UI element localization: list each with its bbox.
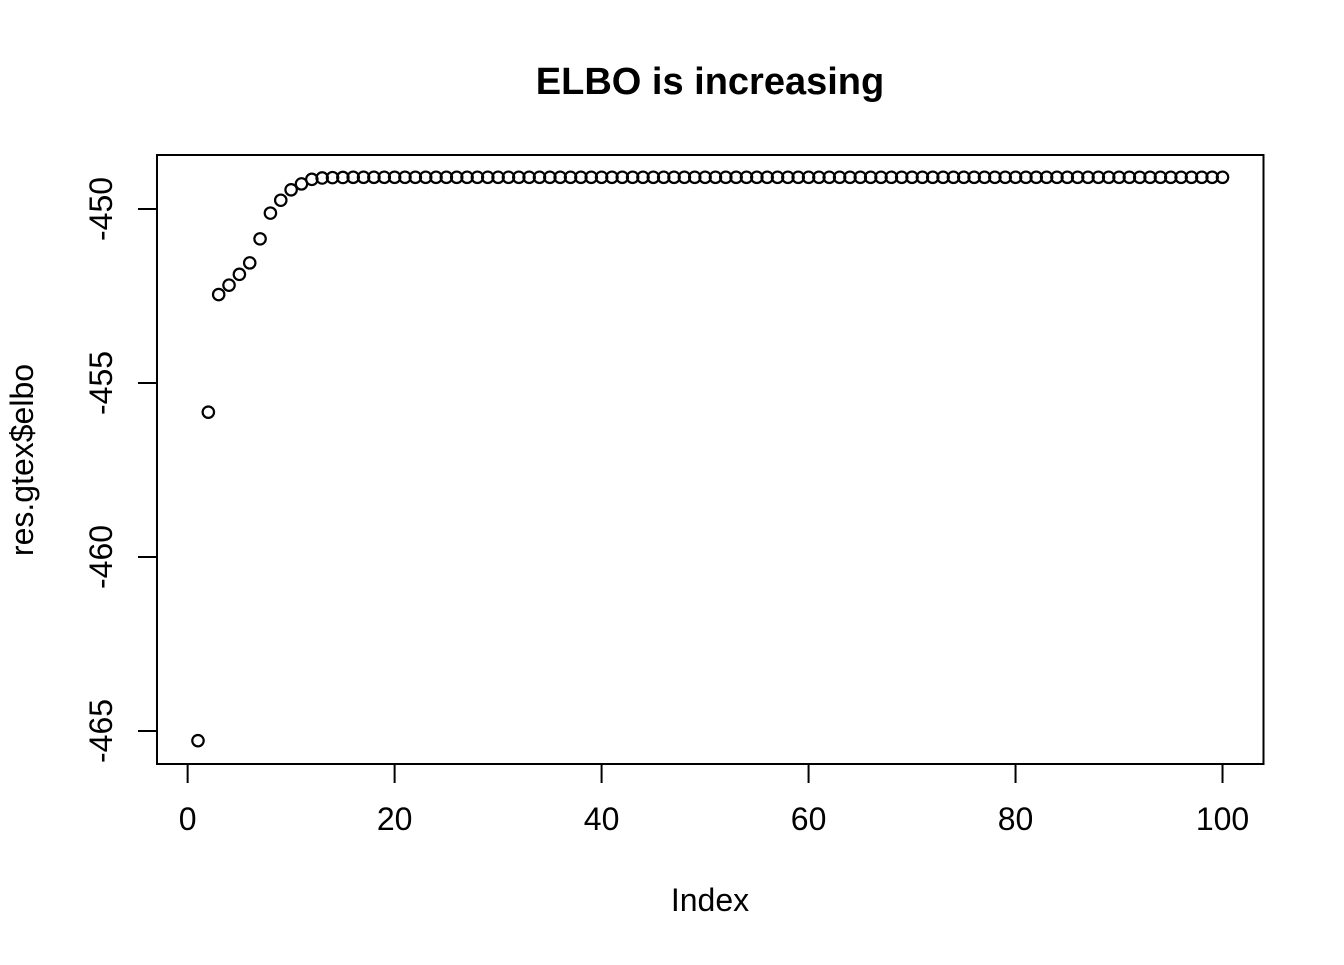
data-point xyxy=(273,193,288,208)
data-point xyxy=(284,183,298,197)
y-axis-ticks: -465 -460 -455 -450 xyxy=(83,177,157,763)
chart-title: ELBO is increasing xyxy=(536,61,884,103)
data-point xyxy=(191,733,205,748)
x-tick-label: 60 xyxy=(791,801,827,837)
data-points xyxy=(191,170,1230,748)
data-point xyxy=(263,206,278,220)
x-axis-label: Index xyxy=(671,882,749,918)
x-tick-label: 0 xyxy=(179,801,197,837)
y-tick-label: -455 xyxy=(83,351,119,415)
data-point xyxy=(211,287,226,302)
y-tick-label: -450 xyxy=(83,177,119,241)
x-tick-label: 80 xyxy=(998,801,1034,837)
y-tick-label: -465 xyxy=(83,699,119,763)
data-point xyxy=(201,405,216,419)
x-tick-label: 40 xyxy=(584,801,620,837)
x-tick-label: 100 xyxy=(1196,801,1249,837)
data-point xyxy=(242,256,257,270)
y-axis-label: res.gtex$elbo xyxy=(4,364,40,556)
plot-box xyxy=(156,154,1265,765)
y-tick-label: -460 xyxy=(83,525,119,589)
data-point xyxy=(253,232,267,246)
x-axis-ticks: 0 20 40 60 80 100 xyxy=(179,764,1249,837)
data-point xyxy=(1215,170,1230,185)
data-point xyxy=(222,278,236,292)
data-point xyxy=(232,267,247,282)
x-tick-label: 20 xyxy=(377,801,413,837)
